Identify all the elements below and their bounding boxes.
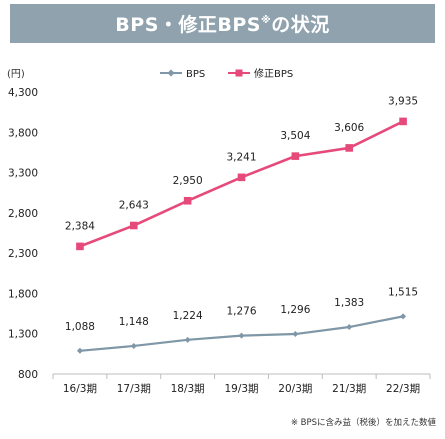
x-tick-label: 20/3期: [278, 383, 312, 395]
x-tick-label: 17/3期: [117, 383, 151, 395]
data-label: 3,241: [226, 151, 256, 163]
x-tick-label: 16/3期: [63, 383, 97, 395]
data-point: [346, 324, 353, 331]
data-label: 2,384: [65, 220, 95, 232]
data-label: 1,296: [280, 304, 310, 316]
data-label: 3,935: [388, 95, 418, 107]
data-point: [291, 152, 300, 160]
data-label: 1,088: [65, 321, 95, 333]
y-tick-label: 3,800: [8, 127, 38, 139]
chart-footnote: ※ BPSに含み益（税後）を加えた数値: [290, 418, 436, 428]
data-label: 1,515: [388, 286, 418, 298]
data-point: [76, 242, 84, 251]
data-label: 1,383: [334, 297, 364, 309]
y-tick-label: 2,800: [8, 208, 38, 220]
data-label: 3,606: [334, 122, 364, 134]
data-point: [238, 332, 245, 339]
data-label: 1,148: [119, 316, 149, 328]
legend-label: 修正BPS: [254, 67, 293, 80]
data-point: [345, 144, 354, 152]
series-line: [79, 120, 404, 248]
data-label: 1,224: [173, 310, 203, 322]
data-point: [184, 336, 191, 343]
legend-marker-diamond: [167, 69, 175, 77]
chart-title: BPS・修正BPS※の状況: [115, 14, 330, 36]
legend-marker-square: [235, 69, 243, 77]
y-tick-label: 4,300: [8, 87, 38, 99]
data-point: [399, 117, 407, 126]
data-point: [292, 331, 299, 338]
data-point: [183, 196, 192, 205]
chart-title-bar: BPS・修正BPS※の状況: [10, 4, 435, 43]
data-point: [400, 313, 407, 320]
y-tick-label: 2,300: [8, 248, 38, 260]
chart-series: 1,088 1,148 1,224 1,276 1,296 1,383 1,515 2,384…: [65, 95, 418, 354]
y-tick-label: 3,300: [8, 168, 38, 180]
data-point: [76, 347, 83, 354]
data-point: [130, 342, 137, 349]
y-tick-label: 1,800: [8, 288, 38, 300]
x-tick-label: 18/3期: [171, 383, 205, 395]
data-label: 3,504: [280, 130, 310, 142]
data-label: 2,643: [119, 200, 149, 212]
title-footnote-mark: ※: [260, 15, 272, 26]
data-point: [129, 221, 138, 230]
x-tick-label: 19/3期: [224, 383, 258, 395]
x-tick-label: 21/3期: [332, 383, 366, 395]
chart-legend: BPS 修正BPS: [160, 67, 293, 80]
y-axis-unit: (円): [7, 69, 25, 80]
data-label: 2,950: [173, 175, 203, 187]
y-tick-label: 800: [18, 369, 38, 381]
legend-label: BPS: [186, 69, 205, 80]
chart-axes: (円) 800 1,300 1,800 2,300 2,800 3,300 3,800 4,30…: [7, 69, 431, 395]
y-tick-label: 1,300: [8, 329, 38, 341]
data-point: [237, 173, 246, 182]
x-tick-label: 22/3期: [386, 383, 420, 395]
data-label: 1,276: [226, 306, 256, 318]
